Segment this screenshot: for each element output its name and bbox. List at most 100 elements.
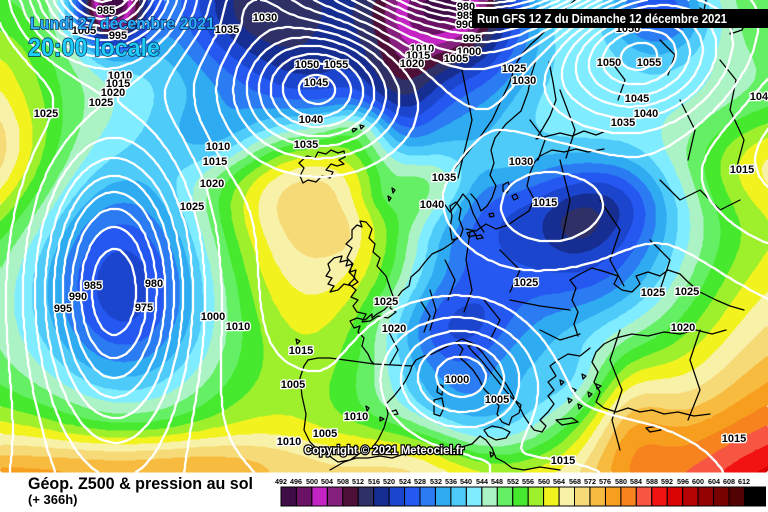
svg-text:995: 995 xyxy=(109,30,127,42)
svg-text:1050: 1050 xyxy=(597,57,621,69)
svg-text:995: 995 xyxy=(463,33,481,45)
svg-text:608: 608 xyxy=(723,477,735,486)
svg-text:1000: 1000 xyxy=(457,46,481,58)
svg-text:1010: 1010 xyxy=(277,436,301,448)
svg-text:588: 588 xyxy=(646,477,658,486)
svg-text:552: 552 xyxy=(507,477,519,486)
svg-text:(+ 366h): (+ 366h) xyxy=(28,492,78,507)
svg-text:576: 576 xyxy=(599,477,611,486)
svg-text:1040: 1040 xyxy=(750,91,768,103)
svg-text:1040: 1040 xyxy=(420,199,444,211)
svg-text:Copyright © 2021 Meteociel.fr: Copyright © 2021 Meteociel.fr xyxy=(304,443,464,457)
svg-text:1015: 1015 xyxy=(289,345,313,357)
svg-text:1025: 1025 xyxy=(374,296,398,308)
svg-text:512: 512 xyxy=(352,477,364,486)
svg-text:516: 516 xyxy=(368,477,380,486)
svg-text:600: 600 xyxy=(692,477,704,486)
svg-text:1025: 1025 xyxy=(675,286,699,298)
svg-text:20:00 locale: 20:00 locale xyxy=(28,34,160,62)
svg-text:1015: 1015 xyxy=(533,197,557,209)
svg-text:1020: 1020 xyxy=(671,322,695,334)
svg-text:1035: 1035 xyxy=(611,117,635,129)
svg-text:990: 990 xyxy=(69,291,87,303)
svg-text:1000: 1000 xyxy=(445,374,469,386)
svg-text:975: 975 xyxy=(135,302,153,314)
svg-text:540: 540 xyxy=(460,477,472,486)
svg-text:1030: 1030 xyxy=(512,75,536,87)
svg-text:504: 504 xyxy=(321,477,333,486)
svg-text:1020: 1020 xyxy=(382,323,406,335)
svg-text:560: 560 xyxy=(538,477,550,486)
svg-text:985: 985 xyxy=(97,5,115,17)
svg-text:1030: 1030 xyxy=(253,12,277,24)
svg-text:1025: 1025 xyxy=(180,201,204,213)
svg-text:1020: 1020 xyxy=(400,58,424,70)
svg-text:1010: 1010 xyxy=(410,43,434,55)
svg-text:1025: 1025 xyxy=(502,63,526,75)
svg-text:Run GFS 12 Z du Dimanche 12 dé: Run GFS 12 Z du Dimanche 12 décembre 202… xyxy=(477,11,727,26)
svg-text:584: 584 xyxy=(630,477,642,486)
svg-text:1015: 1015 xyxy=(551,455,575,467)
svg-text:596: 596 xyxy=(677,477,689,486)
svg-text:1005: 1005 xyxy=(313,428,337,440)
svg-text:500: 500 xyxy=(306,477,318,486)
svg-text:Géop. Z500 & pression au sol: Géop. Z500 & pression au sol xyxy=(28,474,253,493)
svg-text:536: 536 xyxy=(445,477,457,486)
svg-text:1020: 1020 xyxy=(101,87,125,99)
svg-text:Lundi 27 décembre 2021: Lundi 27 décembre 2021 xyxy=(30,14,215,33)
svg-text:1045: 1045 xyxy=(625,93,649,105)
svg-text:1005: 1005 xyxy=(485,394,509,406)
svg-text:564: 564 xyxy=(553,477,565,486)
svg-text:1015: 1015 xyxy=(106,78,130,90)
svg-text:1005: 1005 xyxy=(281,379,305,391)
svg-text:1035: 1035 xyxy=(294,139,318,151)
svg-text:1025: 1025 xyxy=(514,277,538,289)
svg-text:1020: 1020 xyxy=(200,178,224,190)
svg-text:544: 544 xyxy=(476,477,488,486)
svg-text:592: 592 xyxy=(661,477,673,486)
svg-text:1050: 1050 xyxy=(295,59,319,71)
svg-text:1010: 1010 xyxy=(226,321,250,333)
svg-text:1010: 1010 xyxy=(344,411,368,423)
svg-text:995: 995 xyxy=(54,303,72,315)
svg-text:1035: 1035 xyxy=(215,24,239,36)
svg-text:1025: 1025 xyxy=(34,108,58,120)
svg-text:1055: 1055 xyxy=(637,57,661,69)
svg-text:1055: 1055 xyxy=(324,59,348,71)
svg-text:1025: 1025 xyxy=(89,97,113,109)
svg-text:1010: 1010 xyxy=(206,141,230,153)
svg-text:604: 604 xyxy=(708,477,720,486)
svg-text:1000: 1000 xyxy=(201,311,225,323)
svg-text:532: 532 xyxy=(430,477,442,486)
svg-text:1015: 1015 xyxy=(730,164,754,176)
svg-text:580: 580 xyxy=(615,477,627,486)
svg-text:508: 508 xyxy=(337,477,349,486)
svg-text:1015: 1015 xyxy=(722,433,746,445)
svg-text:1035: 1035 xyxy=(432,172,456,184)
svg-text:985: 985 xyxy=(84,280,102,292)
svg-text:556: 556 xyxy=(522,477,534,486)
svg-text:985: 985 xyxy=(457,10,475,22)
svg-text:1015: 1015 xyxy=(203,156,227,168)
svg-text:1030: 1030 xyxy=(509,156,533,168)
svg-text:1015: 1015 xyxy=(406,50,430,62)
svg-text:568: 568 xyxy=(569,477,581,486)
svg-text:572: 572 xyxy=(584,477,596,486)
svg-text:528: 528 xyxy=(414,477,426,486)
svg-text:524: 524 xyxy=(399,477,411,486)
svg-text:496: 496 xyxy=(290,477,302,486)
svg-text:548: 548 xyxy=(491,477,503,486)
svg-text:612: 612 xyxy=(738,477,750,486)
svg-text:980: 980 xyxy=(457,1,475,13)
svg-text:1005: 1005 xyxy=(72,25,96,37)
svg-text:520: 520 xyxy=(383,477,395,486)
svg-text:990: 990 xyxy=(456,19,474,31)
svg-text:1005: 1005 xyxy=(444,53,468,65)
svg-text:1045: 1045 xyxy=(304,77,328,89)
svg-text:1010: 1010 xyxy=(108,70,132,82)
svg-text:980: 980 xyxy=(145,278,163,290)
svg-text:1025: 1025 xyxy=(641,287,665,299)
svg-text:492: 492 xyxy=(275,477,287,486)
svg-text:1040: 1040 xyxy=(634,108,658,120)
svg-text:1040: 1040 xyxy=(299,114,323,126)
